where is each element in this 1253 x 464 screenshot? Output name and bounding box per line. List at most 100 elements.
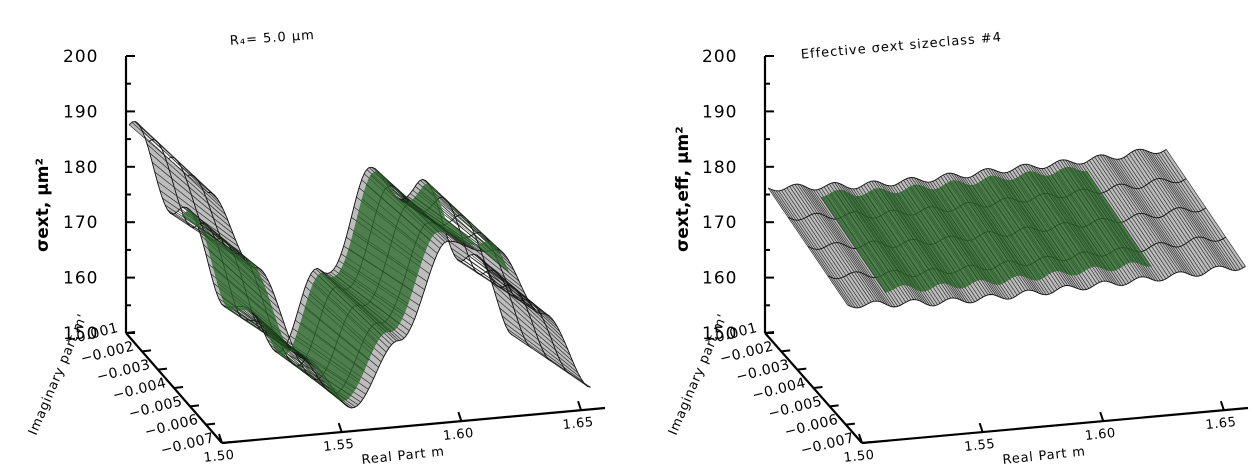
y-tick: [173, 386, 184, 389]
mesh-line: [1006, 179, 1073, 276]
y-tick: [141, 349, 152, 353]
mesh-line: [361, 198, 426, 251]
y-tick: [845, 422, 855, 426]
mesh-line: [825, 195, 891, 292]
x-axis-line: [861, 406, 1249, 445]
mesh-line: [1051, 174, 1117, 271]
y-tick: [781, 349, 791, 353]
mesh-line: [1086, 170, 1152, 267]
mesh-line: [313, 282, 378, 343]
x-axis-line: [221, 406, 606, 445]
y-tick: [764, 331, 775, 334]
mesh-line: [874, 188, 940, 285]
x-tick: [218, 433, 223, 444]
mesh-line: [1028, 171, 1095, 267]
x-tick-label: 1.50: [203, 448, 235, 464]
mesh-line: [993, 175, 1059, 272]
x-tick-label: 1.55: [964, 437, 996, 455]
mesh-line: [1002, 178, 1068, 275]
mesh-line: [843, 190, 909, 286]
mesh-line: [953, 180, 1019, 276]
mesh-line: [1033, 171, 1099, 268]
z-tick-label: 180: [702, 158, 737, 178]
chart-title: Effective σext sizeclass #4: [800, 30, 1002, 63]
mesh-line: [918, 184, 984, 281]
mesh-line: [265, 329, 330, 389]
mesh-line: [1077, 169, 1143, 266]
mesh-line: [936, 188, 1002, 285]
mesh-line: [944, 183, 1011, 280]
y-tick: [813, 386, 823, 389]
mesh-line: [317, 274, 383, 336]
x-axis-label: Real Part m: [361, 444, 446, 464]
z-axis-label: σext,eff, μm²: [673, 126, 693, 252]
right-panel: 150160170180190200−0.001−0.002−0.003−0.0…: [666, 30, 1249, 464]
mesh-line: [967, 184, 1033, 281]
mesh-line: [260, 321, 326, 383]
mesh-line: [330, 277, 396, 330]
x-tick: [337, 422, 343, 433]
mesh-line: [975, 183, 1042, 280]
mesh-line: [370, 174, 435, 235]
mesh-line: [365, 184, 431, 241]
mesh-line: [887, 190, 953, 287]
mesh-line: [865, 193, 931, 290]
x-tick-label: 1.50: [843, 448, 875, 464]
mesh-line: [878, 187, 944, 284]
x-tick-label: 1.65: [1205, 415, 1237, 433]
mesh-line: [821, 196, 887, 293]
mesh-line: [922, 186, 988, 282]
mesh-line: [444, 218, 510, 273]
mesh-line: [295, 335, 361, 381]
mesh-line: [971, 184, 1037, 281]
mesh-line: [216, 282, 282, 334]
mesh-line: [440, 204, 505, 263]
mesh-line: [291, 346, 356, 390]
mesh-line: [1055, 172, 1121, 269]
mesh-line: [949, 181, 1015, 278]
mesh-line: [909, 186, 975, 283]
mesh-line: [940, 186, 1006, 283]
mesh-line: [401, 200, 466, 244]
z-tick-label: 190: [63, 102, 98, 122]
z-tick-label: 170: [63, 213, 98, 233]
mesh-line: [409, 201, 475, 246]
mesh-line: [287, 353, 352, 397]
mesh-line: [931, 189, 997, 285]
mesh-line: [1068, 166, 1134, 263]
x-tick: [457, 411, 463, 422]
z-tick-label: 190: [702, 102, 737, 122]
mesh-line: [834, 190, 900, 287]
chart-title: R₄= 5.0 μm: [229, 28, 315, 49]
surface-left: [128, 121, 591, 409]
z-tick-label: 150: [702, 324, 737, 344]
mesh-line: [980, 181, 1046, 277]
mesh-line: [229, 309, 295, 353]
mesh-line: [203, 234, 269, 295]
mesh-line: [869, 190, 935, 287]
mesh-line: [273, 346, 339, 400]
surface-right: [767, 148, 1246, 309]
mesh-line: [860, 195, 927, 292]
y-tick: [125, 331, 136, 334]
mesh-line: [431, 186, 497, 247]
mesh-line: [322, 272, 387, 333]
mesh-line: [352, 232, 418, 278]
mesh-line: [1020, 175, 1086, 271]
x-tick: [1219, 400, 1225, 411]
z-tick-label: 160: [63, 269, 98, 289]
z-tick-label: 150: [63, 324, 98, 344]
mesh-line: [1042, 174, 1108, 271]
y-tick: [221, 441, 232, 444]
mesh-line: [436, 193, 501, 254]
mesh-line: [418, 191, 484, 243]
mesh-line: [335, 275, 400, 325]
x-tick-label: 1.65: [562, 415, 594, 433]
y-axis-label: Imaginary part m': [666, 312, 731, 438]
mesh-line: [1073, 167, 1139, 264]
mesh-line: [1082, 170, 1148, 267]
mesh-line: [199, 222, 264, 283]
mesh-line: [847, 265, 1246, 309]
mesh-line: [958, 180, 1024, 277]
mesh-line: [883, 188, 949, 285]
